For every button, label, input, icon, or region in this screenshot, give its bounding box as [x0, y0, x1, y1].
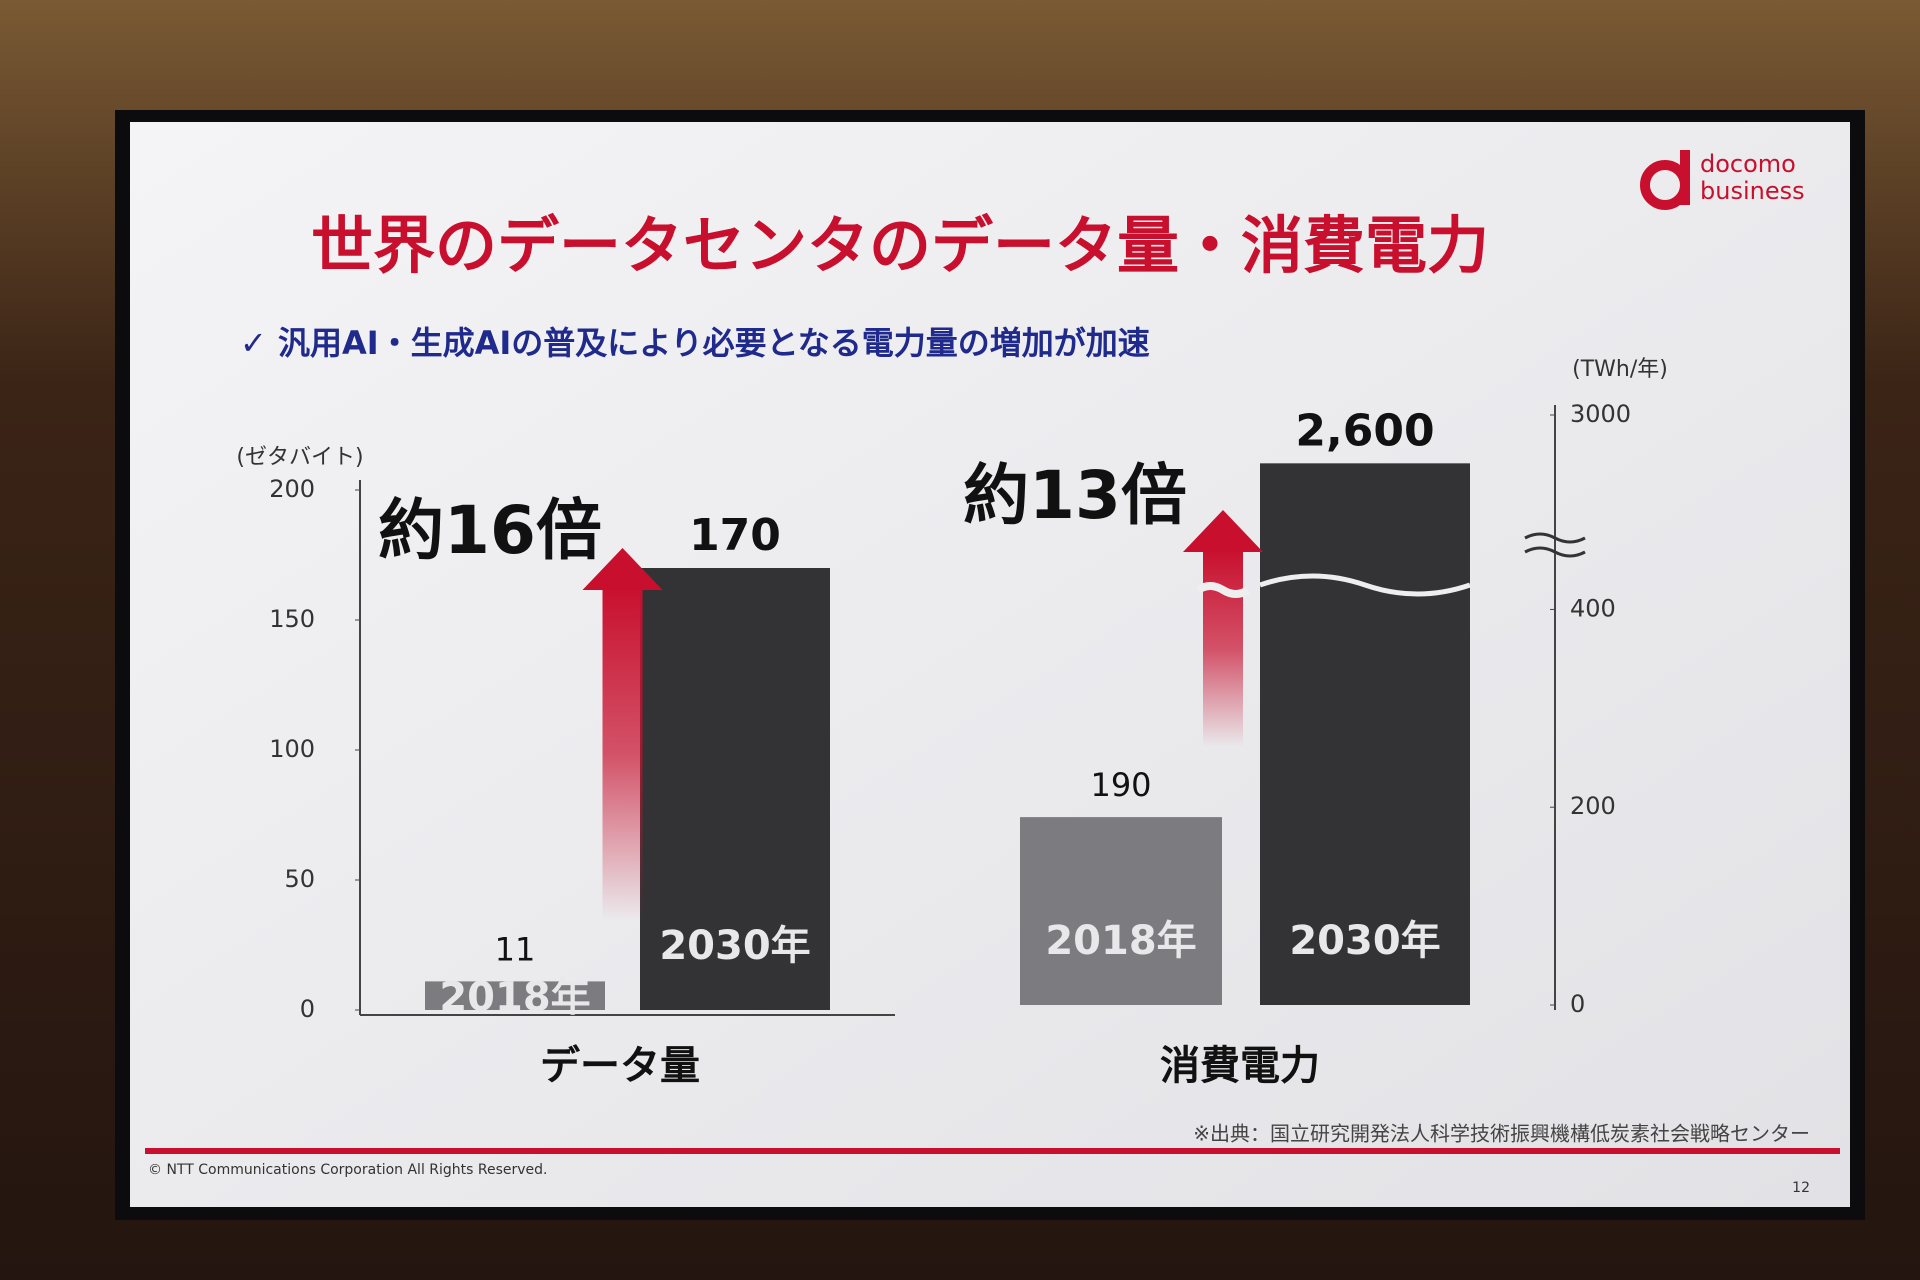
axis-break [1524, 532, 1586, 558]
y-tick-label: 0 [300, 995, 315, 1023]
bar [1020, 817, 1222, 1005]
annotation: 約13倍 [963, 457, 1187, 534]
value-label: 2,600 [1295, 405, 1434, 456]
source: ※出典：国立研究開発法人科学技術振興機構低炭素社会戦略センター [1193, 1122, 1810, 1146]
arrow-shaft [1203, 550, 1243, 748]
y-tick-label: 50 [284, 865, 315, 893]
category-label: 2018年 [1045, 918, 1196, 964]
bar [640, 568, 830, 1010]
category-label: 2030年 [659, 923, 810, 969]
bar [1260, 463, 1470, 1005]
y-tick-label: 400 [1570, 594, 1616, 622]
bar [425, 981, 605, 1010]
annotation: 約16倍 [378, 492, 602, 569]
logo: business [1700, 177, 1805, 205]
value-label: 170 [689, 510, 781, 561]
copyright: © NTT Communications Corporation All Rig… [148, 1162, 548, 1178]
y-tick-label: 100 [269, 735, 315, 763]
y-tick-label: 150 [269, 605, 315, 633]
page-number: 12 [1792, 1180, 1810, 1196]
arrow-head [582, 548, 663, 590]
slide [130, 122, 1850, 1207]
y-axis-label: (TWh/年) [1572, 357, 1668, 382]
y-tick-label: 200 [1570, 792, 1616, 820]
y-tick-label: 0 [1570, 990, 1585, 1018]
subtitle: ✓ 汎用AI・生成AIの普及により必要となる電力量の増加が加速 [240, 324, 1150, 362]
slide-title: 世界のデータセンタのデータ量・消費電力 [311, 209, 1489, 282]
value-label: 11 [495, 930, 536, 968]
y-tick-label: 3000 [1570, 400, 1631, 428]
y-axis-label: (ゼタバイト) [236, 445, 363, 470]
break-wave [1259, 573, 1471, 597]
category-label: 2018年 [439, 974, 590, 1020]
arrow-head [1183, 510, 1263, 552]
x-axis-label: データ量 [540, 1043, 700, 1089]
arrow-shaft [602, 588, 643, 922]
y-tick-label: 200 [269, 475, 315, 503]
x-axis-label: 消費電力 [1160, 1043, 1320, 1089]
break-wave [1195, 582, 1251, 598]
logo: docomo [1700, 150, 1796, 178]
value-label: 190 [1090, 766, 1151, 804]
category-label: 2030年 [1289, 918, 1440, 964]
footer-rule [145, 1148, 1840, 1154]
